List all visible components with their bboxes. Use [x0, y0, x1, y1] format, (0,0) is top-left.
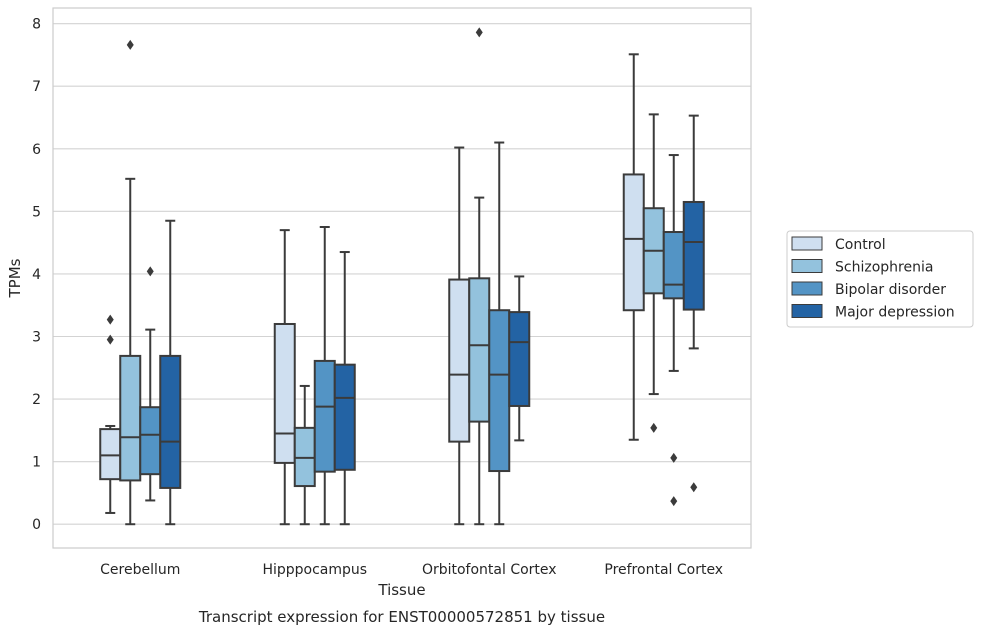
legend: Control Schizophrenia Bipolar disorder Majo…: [786, 230, 974, 328]
outlier-point: [690, 482, 698, 493]
legend-swatch: [791, 236, 823, 251]
iqr-box: [622, 173, 645, 312]
box-plot-item: [508, 275, 531, 442]
box-plot-item: [488, 141, 511, 526]
legend-label: Schizophrenia: [835, 260, 933, 276]
y-tick-label: 3: [32, 330, 41, 346]
chart-caption: Transcript expression for ENST0000057285…: [198, 608, 605, 626]
iqr-box: [273, 322, 296, 464]
iqr-box: [333, 363, 356, 471]
iqr-box: [488, 309, 511, 473]
iqr-box: [682, 200, 705, 311]
iqr-box: [508, 311, 531, 407]
legend-swatch: [791, 304, 823, 318]
plot-frame: [52, 7, 752, 549]
y-tick-label: 1: [32, 455, 41, 471]
iqr-box: [313, 359, 336, 473]
x-axis-label: Tissue: [377, 581, 425, 599]
x-tick-label: Prefrontal Cortex: [604, 562, 723, 578]
box-plot-item: [682, 114, 705, 493]
box-plot-item: [448, 146, 471, 526]
y-tick-label: 2: [32, 392, 41, 408]
box-plot-series: [99, 27, 705, 526]
iqr-box: [119, 354, 142, 482]
outlier-point: [106, 314, 114, 325]
box-plot-item: [662, 154, 685, 507]
box-plot-item: [293, 384, 316, 526]
y-tick-label: 0: [32, 517, 41, 533]
iqr-box: [99, 428, 122, 481]
outlier-point: [670, 496, 678, 507]
outlier-point: [126, 39, 134, 50]
outlier-point: [146, 266, 154, 277]
box-plot-item: [313, 226, 336, 526]
outlier-point: [106, 334, 114, 345]
y-tick-label: 4: [32, 267, 41, 283]
y-tick-label: 6: [32, 142, 41, 158]
iqr-box: [468, 277, 491, 423]
box-plot-item: [622, 53, 645, 441]
y-axis-label: TPMs: [6, 258, 24, 298]
legend-label: Control: [835, 237, 886, 253]
y-axis-ticks: 0 1 2 3 4 5 6 7 8: [32, 17, 41, 534]
x-tick-label: Orbitofontal Cortex: [422, 562, 557, 578]
legend-frame: [786, 230, 974, 328]
box-plot-item: [273, 229, 296, 526]
iqr-box: [448, 278, 471, 443]
legend-label: Major depression: [835, 305, 955, 321]
outlier-point: [475, 27, 483, 38]
outlier-point: [670, 452, 678, 463]
box-plot-item: [159, 219, 182, 526]
legend-swatch: [791, 281, 823, 296]
legend-label: Bipolar disorder: [835, 282, 946, 298]
outlier-point: [650, 422, 658, 433]
x-axis-ticks: Cerebellum Hipppocampus Orbitofontal Corte…: [100, 562, 723, 578]
y-tick-label: 7: [32, 79, 41, 95]
x-tick-label: Hipppocampus: [262, 562, 367, 578]
y-tick-label: 5: [32, 204, 41, 220]
iqr-box: [159, 354, 182, 489]
legend-swatch: [791, 259, 823, 273]
iqr-box: [139, 406, 162, 476]
y-tick-label: 8: [32, 17, 41, 33]
box-plot-item: [468, 27, 491, 526]
box-plot-item: [99, 314, 122, 514]
box-plot-item: [119, 39, 142, 526]
box-plot-item: [333, 251, 356, 526]
x-tick-label: Cerebellum: [100, 562, 180, 578]
iqr-box: [662, 231, 685, 300]
box-plot-item: [139, 266, 162, 502]
box-plot-item: [642, 113, 665, 433]
